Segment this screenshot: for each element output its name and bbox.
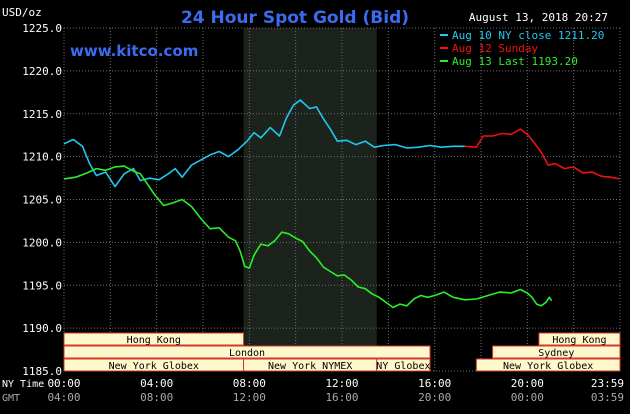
session-label: New York Globex — [503, 361, 593, 372]
x-tick-label: 03:59 — [591, 391, 624, 404]
y-tick-label: 1210.0 — [22, 151, 62, 164]
session-label: Sydney — [538, 348, 574, 359]
y-tick-label: 1225.0 — [22, 22, 62, 35]
y-tick-label: 1215.0 — [22, 108, 62, 121]
session-bar — [376, 358, 431, 372]
chart-timestamp: August 13, 2018 20:27 — [469, 11, 608, 24]
website-link[interactable]: www.kitco.com — [70, 42, 198, 60]
session-label: Hong Kong — [127, 335, 181, 346]
legend-entry: Aug 12 Sunday — [452, 42, 538, 55]
series-line — [464, 128, 620, 180]
session-bar — [63, 345, 431, 359]
series-line — [63, 165, 553, 309]
market-sessions: Hong Kong Hong Kong London Sydney New York G… — [63, 332, 621, 372]
x-tick-label: 20:00 — [511, 377, 544, 390]
session-label: Hong Kong — [552, 335, 606, 346]
legend-entry: Aug 10 NY close 1211.20 — [452, 29, 604, 42]
x-tick-label: 08:00 — [140, 391, 173, 404]
price-series — [63, 99, 620, 309]
x-axis-row-caption: GMT — [2, 393, 20, 404]
session-bar — [475, 358, 621, 372]
y-tick-label: 1185.0 — [22, 365, 62, 378]
session-bar — [63, 332, 245, 346]
y-tick-label: 1205.0 — [22, 194, 62, 207]
x-tick-label: 16:00 — [418, 377, 451, 390]
x-tick-label: 04:00 — [47, 391, 80, 404]
series-line — [63, 99, 465, 188]
x-tick-label: 00:00 — [511, 391, 544, 404]
session-label: New York Globex — [109, 361, 199, 372]
x-axis-tick-labels: NY Time 00:00 04:00 08:00 12:00 16:00 20:00 23:… — [2, 377, 624, 404]
legend-entry: Aug 13 Last 1193.20 — [452, 55, 578, 68]
y-axis-tick-labels: 1225.0 1220.0 1215.0 1210.0 1205.0 1200.0 1195… — [22, 22, 62, 378]
y-tick-label: 1195.0 — [22, 279, 62, 292]
y-axis-units: USD/oz — [2, 6, 42, 19]
grid-lines — [63, 27, 621, 372]
y-tick-label: 1200.0 — [22, 236, 62, 249]
x-tick-label: 20:00 — [418, 391, 451, 404]
session-bar — [492, 345, 621, 359]
y-tick-label: 1190.0 — [22, 322, 62, 335]
session-bar — [538, 332, 621, 346]
y-tick-label: 1220.0 — [22, 65, 62, 78]
x-tick-label: 08:00 — [233, 377, 266, 390]
x-tick-label: 04:00 — [140, 377, 173, 390]
session-label: New York NYMEX — [268, 361, 352, 372]
x-tick-label: 12:00 — [233, 391, 266, 404]
x-tick-label: 16:00 — [325, 391, 358, 404]
x-tick-label: 00:00 — [47, 377, 80, 390]
x-tick-label: 23:59 — [591, 377, 624, 390]
x-axis-row-caption: NY Time — [2, 379, 44, 390]
x-tick-label: 12:00 — [325, 377, 358, 390]
chart-title: 24 Hour Spot Gold (Bid) — [181, 8, 409, 28]
session-label: London — [229, 348, 265, 359]
session-label: NY Globex — [376, 361, 430, 372]
